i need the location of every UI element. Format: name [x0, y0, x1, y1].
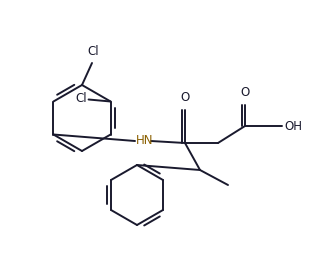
Text: HN: HN — [136, 135, 154, 148]
Text: O: O — [240, 86, 250, 99]
Text: OH: OH — [284, 119, 302, 133]
Text: O: O — [180, 91, 190, 104]
Text: Cl: Cl — [75, 92, 86, 105]
Text: Cl: Cl — [87, 45, 99, 58]
